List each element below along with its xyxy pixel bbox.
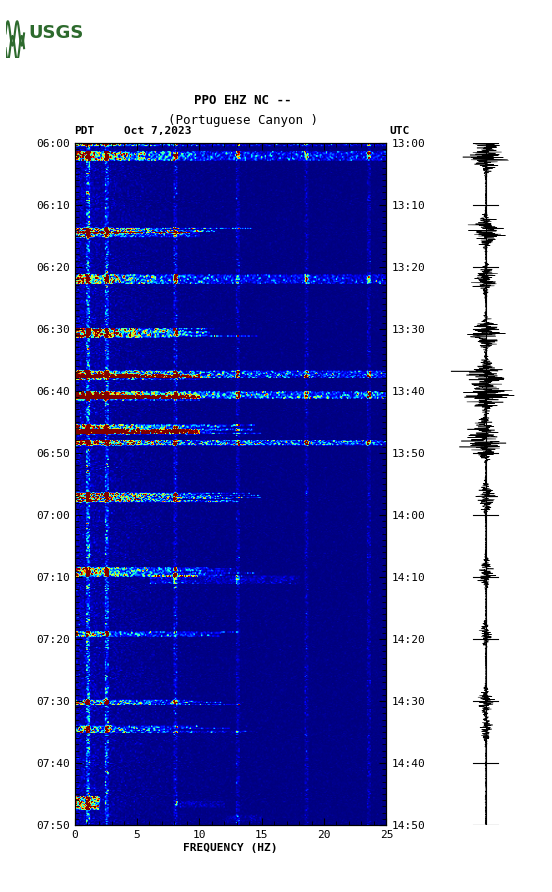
Text: (Portuguese Canyon ): (Portuguese Canyon )	[168, 113, 318, 127]
Text: UTC: UTC	[389, 127, 410, 136]
Text: Oct 7,2023: Oct 7,2023	[124, 127, 192, 136]
X-axis label: FREQUENCY (HZ): FREQUENCY (HZ)	[183, 843, 278, 853]
Text: PPO EHZ NC --: PPO EHZ NC --	[194, 94, 291, 107]
Text: PDT: PDT	[75, 127, 95, 136]
Text: USGS: USGS	[29, 24, 84, 43]
